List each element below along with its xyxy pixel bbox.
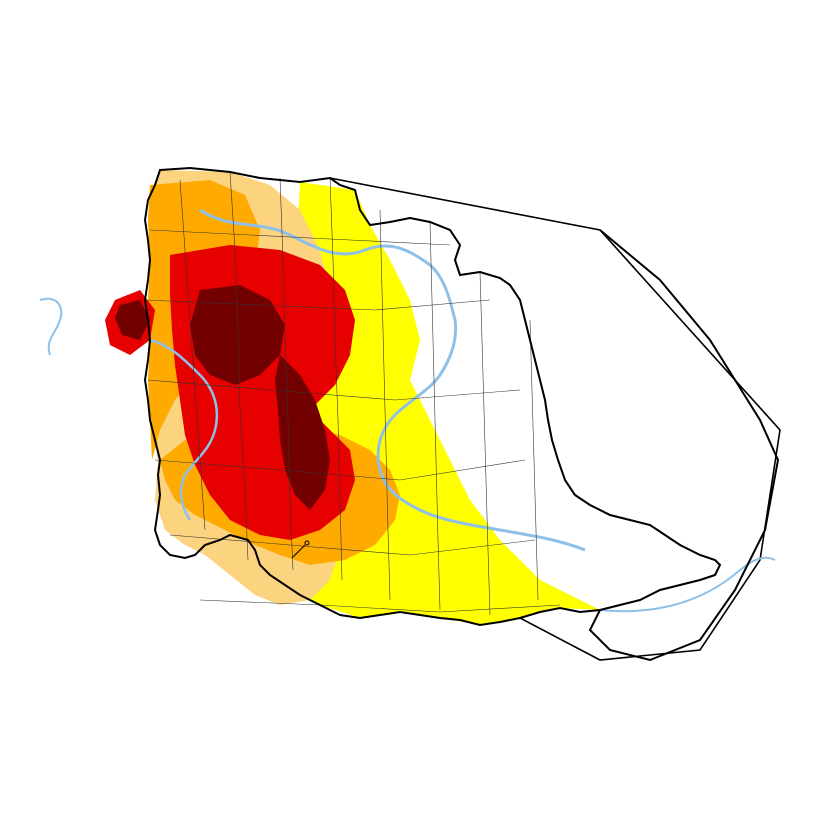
drought-map-svg (0, 0, 816, 816)
drought-map-container: No Drought Abnormally Dry Moderate Droug… (0, 0, 816, 816)
